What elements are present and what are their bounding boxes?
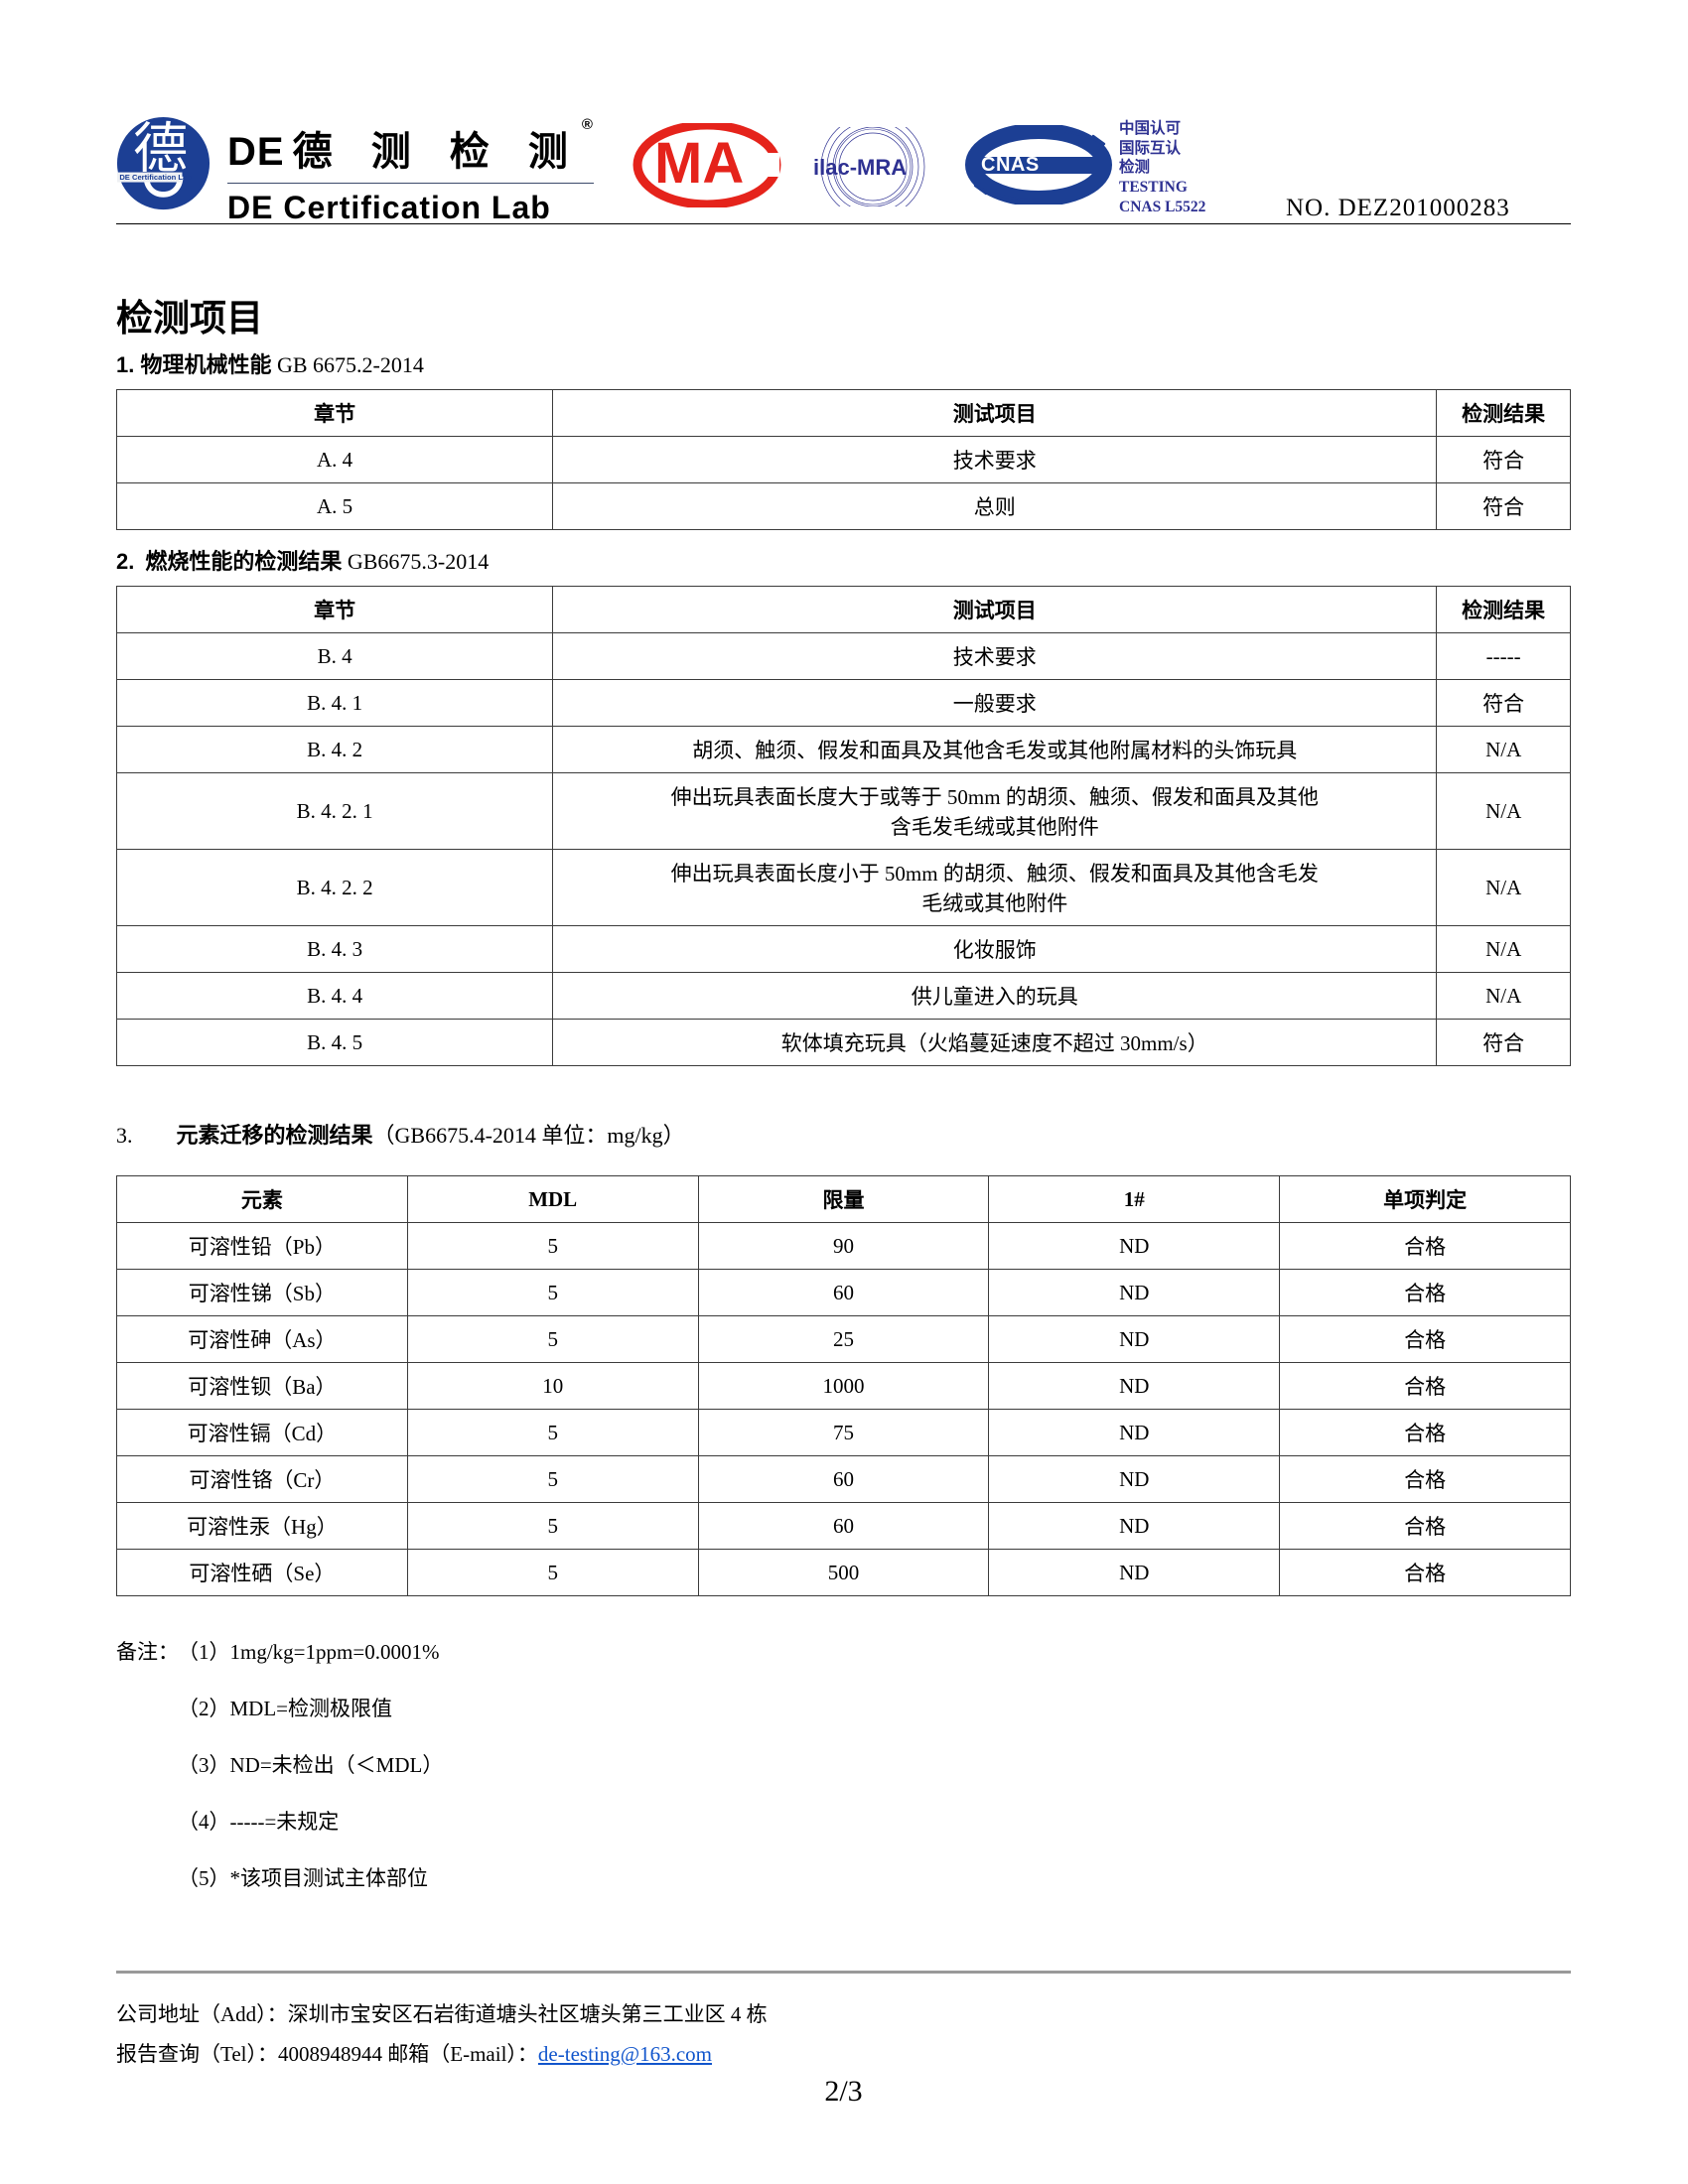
svg-text:ilac-MRA: ilac-MRA <box>813 155 907 180</box>
svg-text:MA: MA <box>654 131 744 196</box>
svg-text:CNAS: CNAS <box>981 154 1040 176</box>
svg-text:德: 德 <box>133 117 188 179</box>
